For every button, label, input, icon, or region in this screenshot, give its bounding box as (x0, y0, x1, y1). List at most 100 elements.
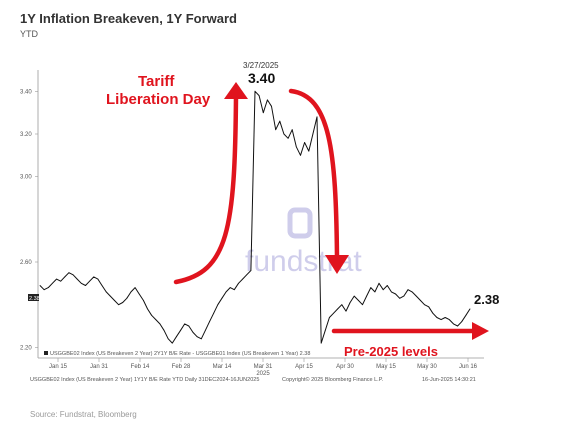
series-point (126, 297, 128, 299)
series-point (68, 272, 70, 274)
series-point (275, 129, 277, 131)
series-point (196, 336, 198, 338)
series-point (271, 105, 272, 107)
series-point (250, 270, 252, 271)
series-point (134, 287, 136, 288)
series-point (138, 293, 140, 295)
series-point (233, 289, 235, 291)
series-point (258, 95, 260, 96)
y-tick-label: 3.00 (20, 175, 32, 181)
x-tick-label: Jan 15 (49, 364, 68, 370)
series-point (287, 137, 289, 139)
y-tick-label: 2.20 (20, 345, 32, 351)
chart-footer-left: USGGBE02 Index (US Breakeven 2 Year) 1Y1… (30, 377, 259, 383)
x-tick-label: Apr 30 (336, 364, 354, 370)
series-point (122, 302, 124, 303)
series-point (155, 319, 157, 320)
series-point (320, 342, 322, 344)
series-point (56, 278, 57, 280)
series-point (238, 282, 239, 284)
series-point (60, 280, 62, 282)
series-point (440, 319, 442, 320)
series-point (411, 291, 413, 293)
series-point (205, 329, 206, 331)
series-point (180, 329, 182, 331)
series-point (353, 295, 355, 297)
series-point (151, 314, 153, 316)
series-point (279, 120, 281, 122)
series-point (118, 304, 119, 306)
x-tick-label: Jun 16 (459, 364, 478, 370)
series-point (171, 342, 173, 344)
series-point (147, 308, 148, 310)
series-point (420, 300, 421, 301)
series-point (374, 291, 376, 293)
pre-levels-label: Pre-2025 levels (344, 344, 438, 359)
series-point (188, 325, 190, 327)
series-point (345, 310, 347, 312)
source-note: Source: Fundstrat, Bloomberg (30, 410, 137, 419)
series-point (304, 142, 305, 143)
series-point (428, 306, 430, 308)
series-point (72, 274, 74, 276)
series-point (395, 293, 396, 295)
series-point (391, 291, 392, 293)
series-point (358, 300, 359, 301)
series-point (341, 304, 343, 306)
series-point (436, 317, 438, 318)
series-point (324, 329, 326, 331)
pre-levels-arrowhead (472, 322, 489, 340)
series-point (176, 336, 177, 338)
series-point (337, 308, 339, 310)
series-point (225, 291, 227, 293)
series-point (308, 150, 310, 152)
series-point (469, 308, 471, 310)
annotation-arrows (173, 88, 479, 334)
x-tick-label: May 30 (417, 364, 437, 370)
chart-title: 1Y Inflation Breakeven, 1Y Forward (20, 11, 237, 26)
end-value-label: 2.38 (474, 292, 499, 307)
series-point (403, 295, 405, 297)
series-point (362, 304, 363, 306)
series-point (97, 278, 99, 280)
series-point (366, 295, 367, 297)
last-value-axis-label: 2.38 (29, 296, 40, 302)
series-point (415, 295, 417, 297)
series-point (221, 297, 223, 299)
series-point (370, 287, 372, 288)
series-point (64, 276, 66, 278)
chart-footer-mid: Copyright© 2025 Bloomberg Finance L.P. (282, 376, 384, 383)
x-year-label: 2025 (256, 371, 270, 377)
series-point (213, 312, 215, 314)
series-point (457, 325, 458, 327)
tariff-up-arrow (173, 92, 239, 285)
series-point (109, 295, 111, 297)
series-point (159, 323, 161, 325)
series-point (242, 278, 244, 280)
series-point (105, 291, 107, 293)
series-point (76, 278, 78, 280)
series-point (39, 285, 41, 286)
x-tick-label: May 15 (376, 364, 396, 370)
series-point (229, 287, 231, 288)
y-tick-label: 2.60 (20, 260, 32, 266)
series-point (80, 282, 82, 284)
series-point (291, 129, 293, 131)
peak-down-arrowhead (325, 255, 349, 274)
series-point (209, 321, 210, 323)
series-point (453, 323, 454, 325)
series-point (407, 289, 409, 291)
series-point (382, 289, 384, 291)
chart-subtitle: YTD (20, 29, 38, 39)
series-point (312, 133, 314, 135)
legend-text: USGGBE02 Index (US Breakeven 2 Year) 2Y1… (50, 351, 310, 357)
series-point (262, 112, 264, 114)
series-point (333, 312, 334, 314)
y-tick-label: 3.20 (20, 132, 32, 138)
fundstrat-watermark: fundstrat (245, 207, 362, 278)
series-point (448, 319, 450, 320)
series-point (424, 304, 425, 306)
series-point (192, 332, 194, 333)
series-point (89, 280, 90, 282)
